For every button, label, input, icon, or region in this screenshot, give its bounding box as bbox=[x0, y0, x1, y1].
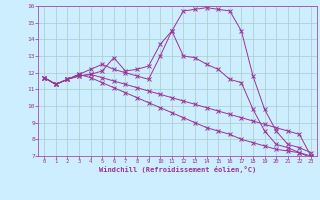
X-axis label: Windchill (Refroidissement éolien,°C): Windchill (Refroidissement éolien,°C) bbox=[99, 166, 256, 173]
